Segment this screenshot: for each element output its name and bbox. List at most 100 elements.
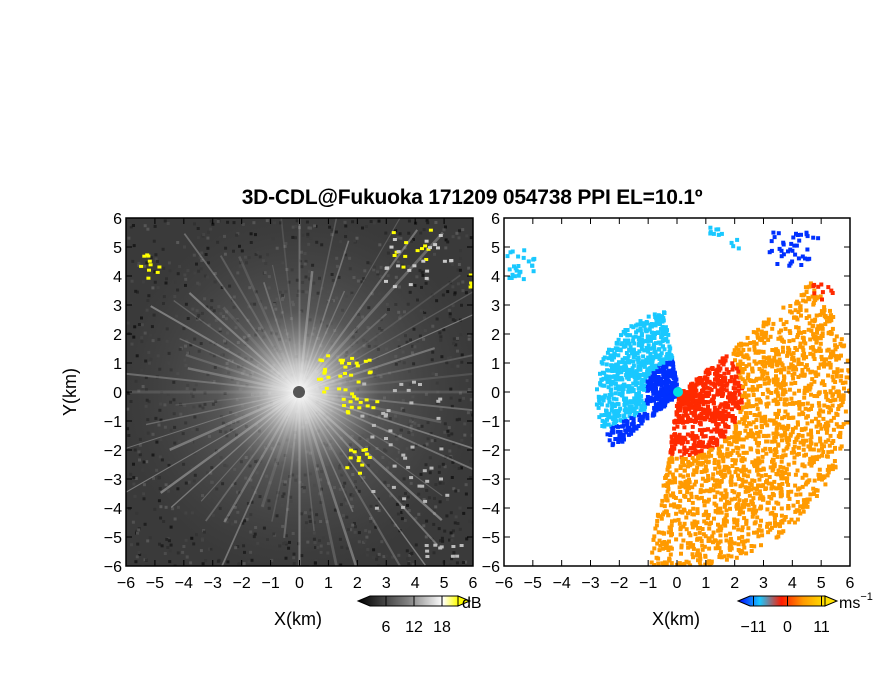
velocity-cell [631,335,636,340]
velocity-cell [811,447,816,452]
velocity-cell [794,400,799,405]
velocity-cell [658,340,663,345]
velocity-cell [752,344,757,349]
velocity-cell [753,437,758,442]
velocity-cell [745,376,750,381]
velocity-cell [792,358,797,363]
velocity-cell [707,538,712,543]
velocity-cell [719,479,724,484]
velocity-cell [765,524,769,529]
velocity-cell [668,528,673,533]
velocity-cell [763,473,768,478]
velocity-cell [837,393,841,398]
velocity-cell [634,398,639,402]
velocity-cell [653,349,658,354]
speckle-cell [128,507,131,511]
velocity-cell [722,436,727,441]
velocity-cell [756,384,761,389]
velocity-cell [722,434,727,439]
velocity-cell [605,368,610,373]
velocity-cell [808,440,813,445]
y-tick-label: −6 [104,559,122,576]
velocity-cell [686,415,690,420]
velocity-cell [626,377,631,382]
x-tick-label: −4 [553,575,571,592]
intensity-colorbar-bar [356,595,459,607]
velocity-cell [718,469,723,474]
velocity-cell [655,367,660,372]
y-tick-label: 2 [491,327,500,344]
velocity-cell [787,348,792,353]
velocity-cell [638,385,643,390]
velocity-cell [631,417,636,422]
speckle-cell [136,542,140,546]
velocity-cell [728,506,732,511]
velocity-cell [604,408,608,413]
velocity-cell [800,484,805,489]
velocity-cell [718,528,723,533]
velocity-cell [634,404,639,409]
velocity-cell [641,339,646,344]
velocity-cell [624,410,628,415]
velocity-cell [813,334,818,339]
velocity-colorbar-arrow [824,595,839,607]
velocity-cell [595,387,599,392]
velocity-cell [785,412,790,417]
velocity-cell [816,472,821,477]
velocity-cell [744,364,749,369]
velocity-cell [683,485,688,490]
velocity-cell [723,422,728,427]
velocity-cell [780,472,785,477]
velocity-cell [597,401,602,406]
intensity-echo-cell [401,453,406,457]
velocity-cell [760,459,765,464]
velocity-cell [610,401,614,406]
velocity-cell [741,348,746,352]
velocity-cell [659,405,664,410]
speckle-cell [444,238,448,242]
velocity-cell [693,443,698,448]
velocity-cell [738,484,743,489]
velocity-cell [667,395,672,400]
velocity-cell [757,360,762,365]
speckle-cell [209,227,213,231]
velocity-cell [683,494,688,499]
velocity-cell [822,383,827,387]
speckle-cell [422,524,426,528]
velocity-cell [742,379,747,384]
velocity-cell [734,445,739,450]
velocity-cell [791,367,796,372]
velocity-cell [724,538,729,543]
velocity-cell [802,391,807,396]
velocity-cell [815,488,820,493]
speckle-cell [448,563,452,566]
velocity-cell [744,405,749,410]
speckle-cell [155,518,159,522]
velocity-cell [760,533,765,538]
velocity-cell [619,370,624,375]
intensity-echo-cell [401,265,406,269]
velocity-cell [712,427,717,432]
velocity-cell [826,470,831,475]
velocity-cell [794,508,799,513]
velocity-cell [792,243,797,248]
velocity-cell [830,467,835,472]
velocity-cell [638,328,643,333]
velocity-cell [657,362,662,367]
velocity-cell [734,439,739,444]
y-tick-label: 6 [113,211,122,228]
velocity-cell [670,459,675,464]
velocity-cell [691,434,696,438]
velocity-cell [697,404,701,409]
velocity-cell [667,545,672,550]
velocity-cell [777,357,782,362]
intensity-echo-cell [147,268,151,272]
velocity-cell [666,332,671,337]
speckle-cell [384,231,388,235]
velocity-cell [833,445,837,450]
velocity-cell [638,415,643,420]
velocity-cell [768,334,773,339]
velocity-cell [668,493,673,498]
velocity-cell [798,341,803,346]
intensity-echo-cell [360,463,365,467]
